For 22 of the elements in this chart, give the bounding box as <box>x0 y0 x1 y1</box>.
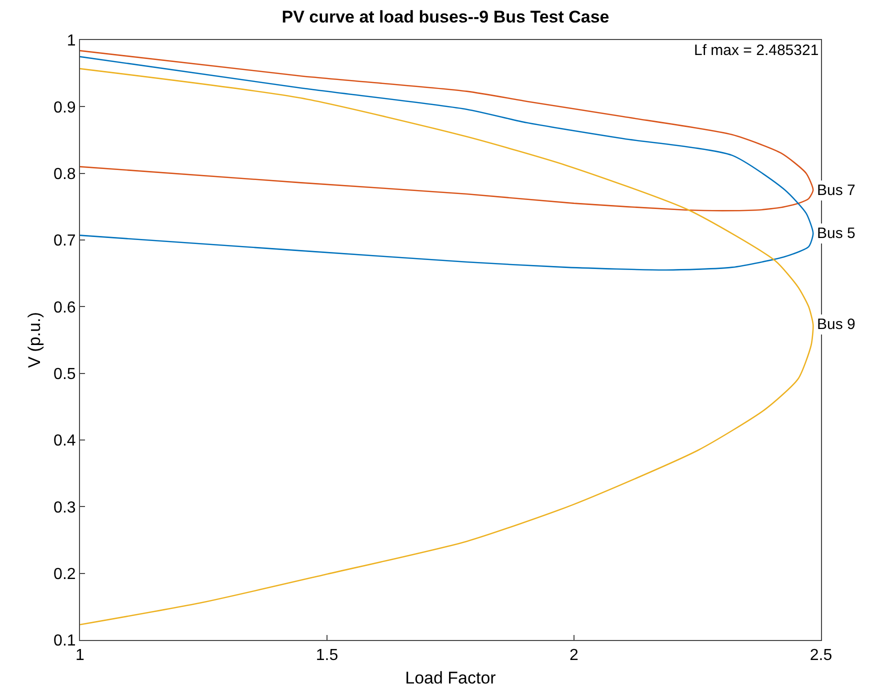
line-series <box>80 56 814 271</box>
y-tick-label: 0.2 <box>54 566 76 583</box>
y-tick-label: 0.4 <box>54 432 76 450</box>
y-tick-label: 0.5 <box>54 366 76 383</box>
series-label: Bus 9 <box>817 316 856 333</box>
x-axis-title: Load Factor <box>405 668 496 688</box>
chart-title: PV curve at load buses--9 Bus Test Case <box>282 7 610 26</box>
x-tick-label: 2 <box>570 647 579 664</box>
y-tick-label: 0.8 <box>54 166 76 183</box>
x-tick-label: 2.5 <box>810 647 832 664</box>
series-label: Bus 5 <box>817 225 856 242</box>
y-tick-label: 0.9 <box>54 99 76 116</box>
annotation: Lf max = 2.485321 <box>694 42 819 59</box>
y-tick-label: 1 <box>66 32 76 50</box>
series-label: Bus 7 <box>817 182 856 199</box>
y-tick-label: 0.3 <box>54 499 76 516</box>
y-tick-label: 0.7 <box>54 232 76 250</box>
x-tick-label: 1.5 <box>316 647 338 664</box>
y-axis-title: V (p.u.) <box>25 312 44 368</box>
line-series <box>80 68 814 626</box>
y-tick-label: 0.1 <box>54 632 76 650</box>
y-tick-label: 0.6 <box>54 299 76 316</box>
